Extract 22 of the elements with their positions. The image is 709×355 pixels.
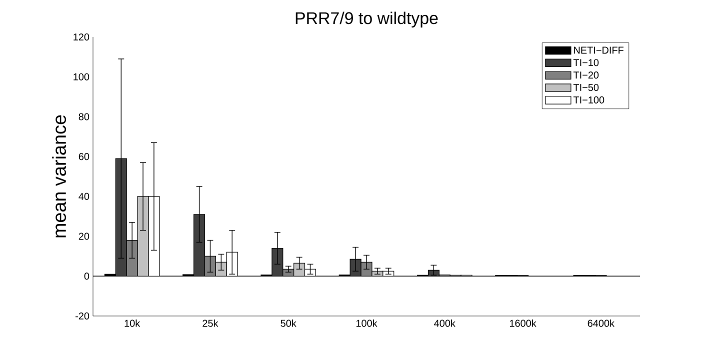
x-tick-label: 1600k (510, 320, 536, 327)
y-tick-label: 0 (84, 272, 90, 280)
chart-title: PRR7/9 to wildtype (296, 12, 438, 28)
legend-label: TI−50 (573, 84, 599, 92)
y-tick-label: 40 (78, 192, 90, 200)
y-tick-label: 80 (78, 113, 90, 120)
x-tick-label: 10k (124, 320, 140, 327)
legend-label: TI−20 (573, 72, 599, 79)
x-tick-label: 25k (202, 320, 218, 327)
legend-label: NETI−DIFF (574, 46, 624, 54)
y-tick-label: 20 (78, 232, 90, 240)
y-tick-label: 60 (78, 153, 90, 160)
x-tick-label: 400k (434, 320, 456, 327)
x-tick-label: 6400k (588, 320, 615, 327)
x-tick-label: 50k (280, 320, 296, 327)
y-axis-title: mean variance (52, 115, 66, 238)
legend-label: TI−10 (573, 59, 599, 66)
legend-label: TI−100 (573, 96, 604, 104)
y-tick-label: 120 (74, 33, 90, 41)
y-tick-label: -20 (76, 312, 90, 320)
x-tick-label: 100k (356, 320, 378, 327)
y-tick-label: 100 (74, 73, 90, 80)
